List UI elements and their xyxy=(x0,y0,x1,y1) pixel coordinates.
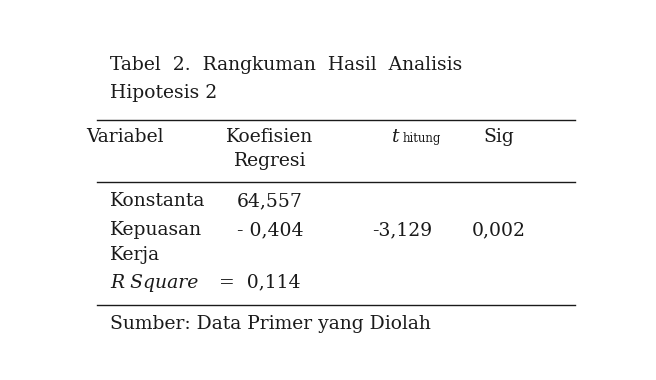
Text: Sumber: Data Primer yang Diolah: Sumber: Data Primer yang Diolah xyxy=(110,315,431,333)
Text: t: t xyxy=(392,128,400,146)
Text: - 0,404: - 0,404 xyxy=(237,221,303,239)
Text: Konstanta: Konstanta xyxy=(110,192,205,210)
Text: Kepuasan: Kepuasan xyxy=(110,221,202,239)
Text: 64,557: 64,557 xyxy=(237,192,303,210)
Text: hitung: hitung xyxy=(402,132,441,145)
Text: Koefisien: Koefisien xyxy=(226,128,314,146)
Text: Sig: Sig xyxy=(483,128,514,146)
Text: Kerja: Kerja xyxy=(110,246,160,264)
Text: Regresi: Regresi xyxy=(234,152,306,170)
Text: Tabel  2.  Rangkuman  Hasil  Analisis: Tabel 2. Rangkuman Hasil Analisis xyxy=(110,56,462,74)
Text: -3,129: -3,129 xyxy=(372,221,432,239)
Text: =  0,114: = 0,114 xyxy=(219,274,300,292)
Text: R Square: R Square xyxy=(110,274,198,292)
Text: Hipotesis 2: Hipotesis 2 xyxy=(110,84,217,101)
Text: 0,002: 0,002 xyxy=(472,221,526,239)
Text: Variabel: Variabel xyxy=(87,128,164,146)
